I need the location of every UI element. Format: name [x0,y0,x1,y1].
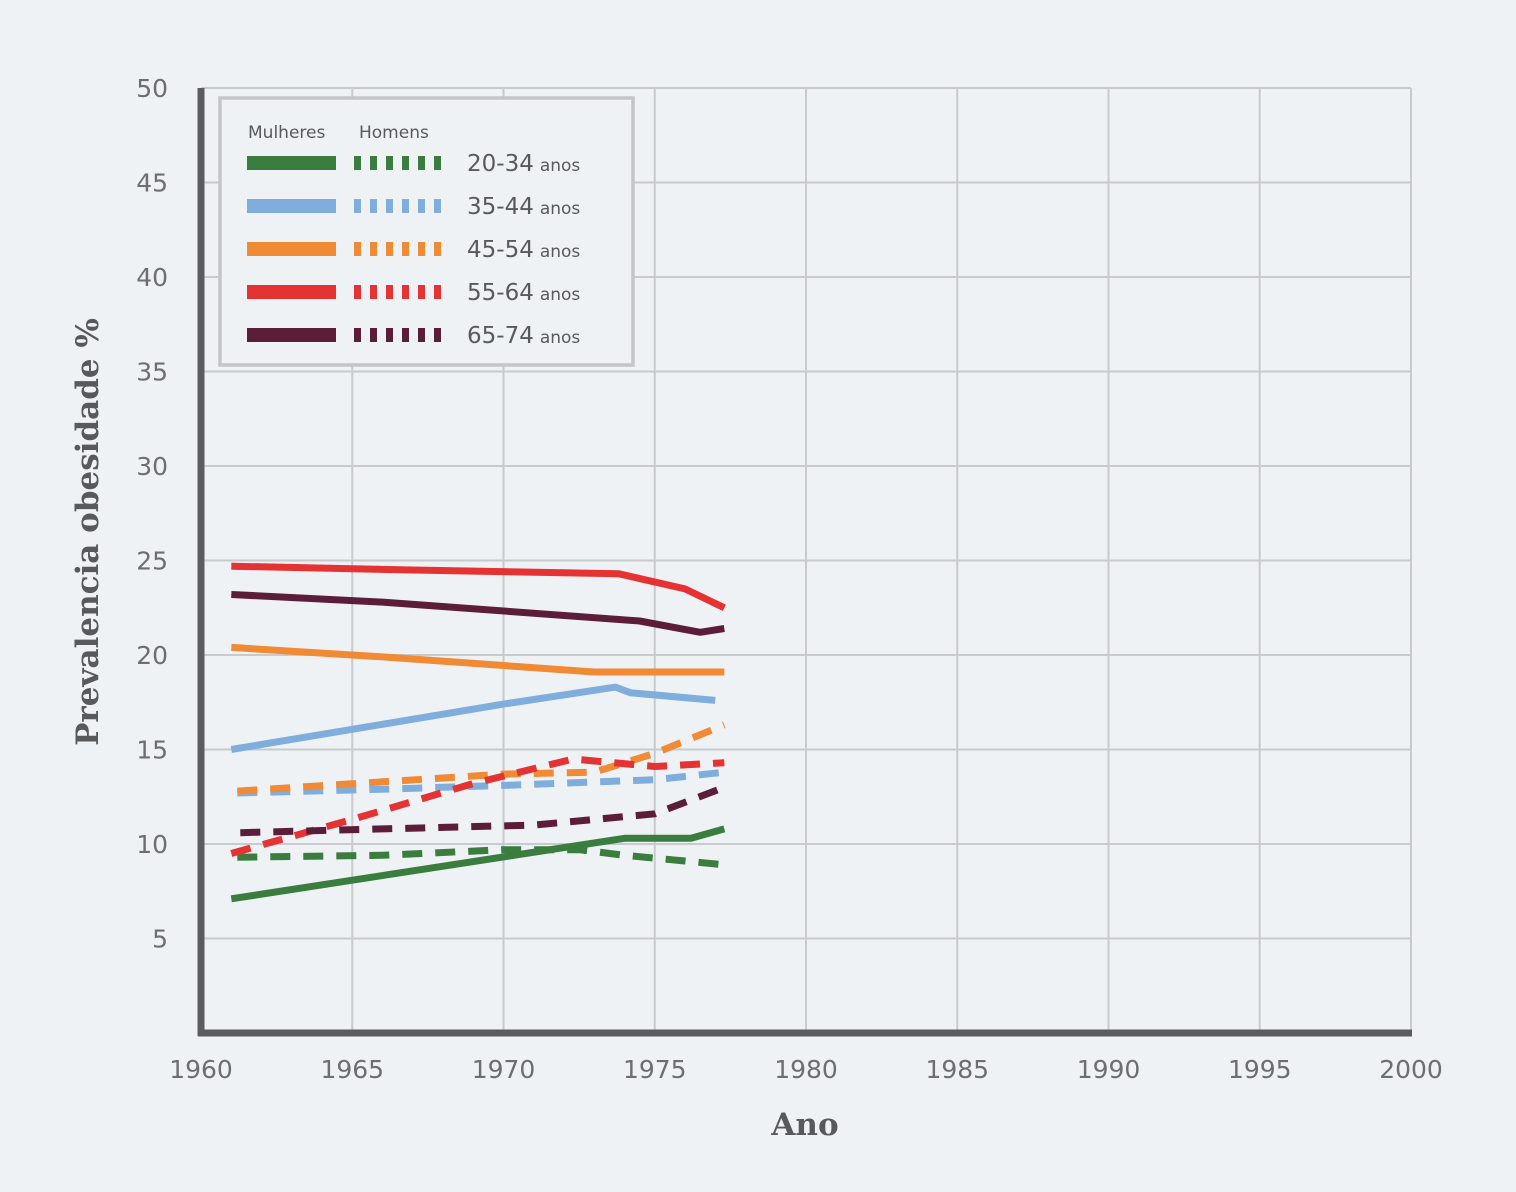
y-tick-label: 50 [136,74,168,103]
legend-unit: anos [540,328,581,348]
y-tick-label: 30 [136,452,168,481]
series-line-35-44-homens [237,768,725,797]
series-line-45-54-mulheres [231,643,725,676]
legend-box [218,96,635,367]
legend-range-55-64: 55-64 [467,280,534,306]
legend-label-65-74: 65-74 anos [467,323,580,349]
y-tick-label: 15 [136,736,168,765]
legend-range-35-44: 35-44 [467,194,534,220]
series-line-55-64-mulheres [231,562,726,611]
legend-range-65-74: 65-74 [467,323,534,349]
series-line-20-34-homens [237,846,725,869]
tick-labels: 5 10 15 20 25 30 35 40 45 50 1960 1965 1970 1975 1980 1… [136,74,1443,1084]
x-tick-label: 1960 [169,1055,233,1084]
series-line-65-74-homens [240,784,726,837]
legend-header-men: Homens [359,123,429,143]
x-tick-label: 1970 [472,1055,536,1084]
legend-unit: anos [540,156,581,176]
x-tick-label: 1995 [1228,1055,1292,1084]
legend-unit: anos [540,199,581,219]
legend-unit: anos [540,242,581,262]
x-tick-label: 1975 [623,1055,687,1084]
y-tick-label: 45 [136,169,168,198]
x-tick-label: 1990 [1077,1055,1141,1084]
x-axis-title: Ano [770,1107,838,1143]
legend-range-45-54: 45-54 [467,237,534,263]
x-tick-label: 2000 [1379,1055,1443,1084]
legend-label-35-44: 35-44 anos [467,194,580,220]
series-line-20-34-mulheres [230,825,726,903]
y-tick-label: 10 [136,830,168,859]
x-tick-label: 1965 [320,1055,384,1084]
legend-range-20-34: 20-34 [467,151,534,177]
y-tick-label: 25 [136,547,168,576]
legend: Mulheres Homens 20-34 anos 35-44 anos 45-54 a… [218,96,635,367]
legend-header-women: Mulheres [248,123,325,143]
legend-label-20-34: 20-34 anos [467,151,580,177]
series-line-65-74-mulheres [231,591,725,636]
legend-unit: anos [540,285,581,305]
legend-label-45-54: 45-54 anos [467,237,580,263]
series-line-35-44-mulheres [230,683,716,753]
y-tick-label: 20 [136,641,168,670]
x-tick-label: 1980 [774,1055,838,1084]
y-tick-label: 35 [136,358,168,387]
y-tick-label: 5 [152,925,168,954]
y-axis-title: Prevalencia obesidade % [70,318,106,746]
series-line-55-64-homens [230,755,725,857]
y-tick-label: 40 [136,263,168,292]
legend-label-55-64: 55-64 anos [467,280,580,306]
x-tick-label: 1985 [925,1055,989,1084]
series-line-45-54-homens [237,721,726,795]
axes [197,88,1412,1037]
series-group [230,562,726,903]
